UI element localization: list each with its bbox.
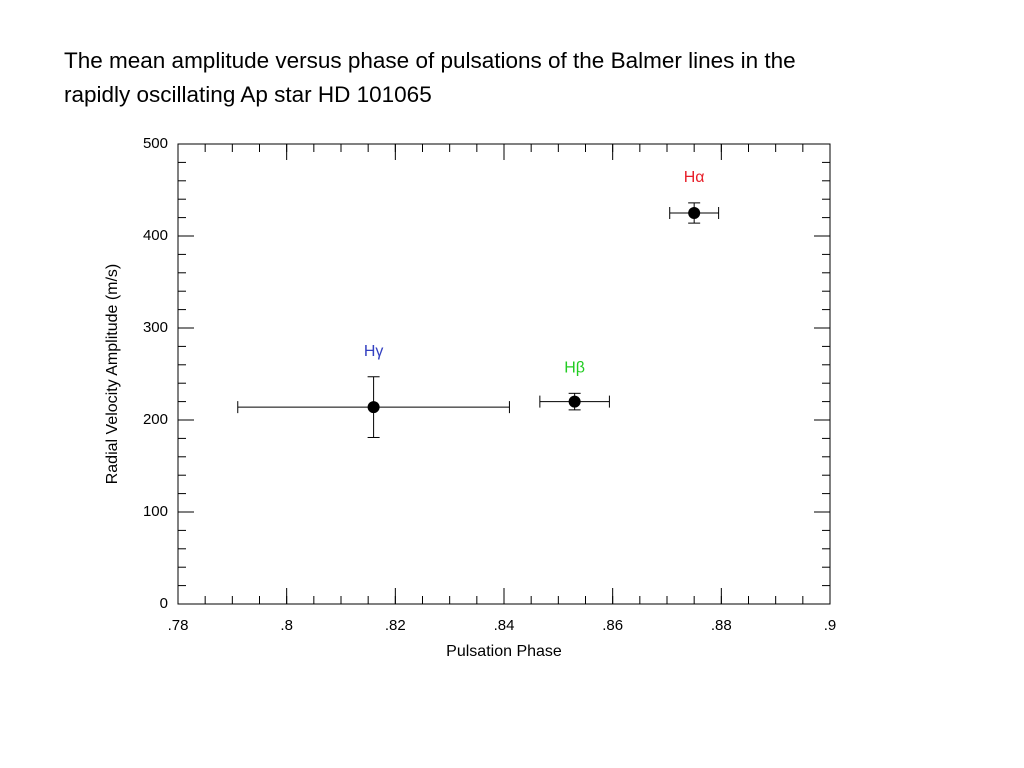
y-tick-label: 400 bbox=[143, 227, 168, 244]
data-point bbox=[688, 207, 701, 219]
x-tick-label: .88 bbox=[711, 617, 732, 634]
x-tick-label: .82 bbox=[385, 617, 406, 634]
x-tick-label: .9 bbox=[824, 617, 837, 634]
slide-title: The mean amplitude versus phase of pulsa… bbox=[64, 48, 796, 107]
x-axis-label: Pulsation Phase bbox=[446, 643, 562, 660]
y-tick-label: 100 bbox=[143, 503, 168, 520]
data-point bbox=[568, 395, 581, 408]
plot-frame bbox=[177, 143, 831, 605]
y-tick-label: 300 bbox=[143, 319, 168, 336]
y-tick-label: 0 bbox=[160, 595, 168, 612]
series-label: Hγ bbox=[364, 343, 384, 360]
y-tick-label: 200 bbox=[143, 411, 168, 428]
x-tick-label: .8 bbox=[280, 617, 293, 634]
y-tick-label: 500 bbox=[143, 135, 168, 152]
series-label: Hβ bbox=[564, 360, 585, 377]
x-tick-label: .84 bbox=[494, 617, 515, 634]
data-point bbox=[367, 401, 380, 414]
x-tick-label: .86 bbox=[602, 617, 623, 634]
series-label: Hα bbox=[684, 169, 705, 186]
y-axis-label: Radial Velocity Amplitude (m/s) bbox=[104, 264, 121, 485]
x-tick-label: .78 bbox=[168, 617, 189, 634]
